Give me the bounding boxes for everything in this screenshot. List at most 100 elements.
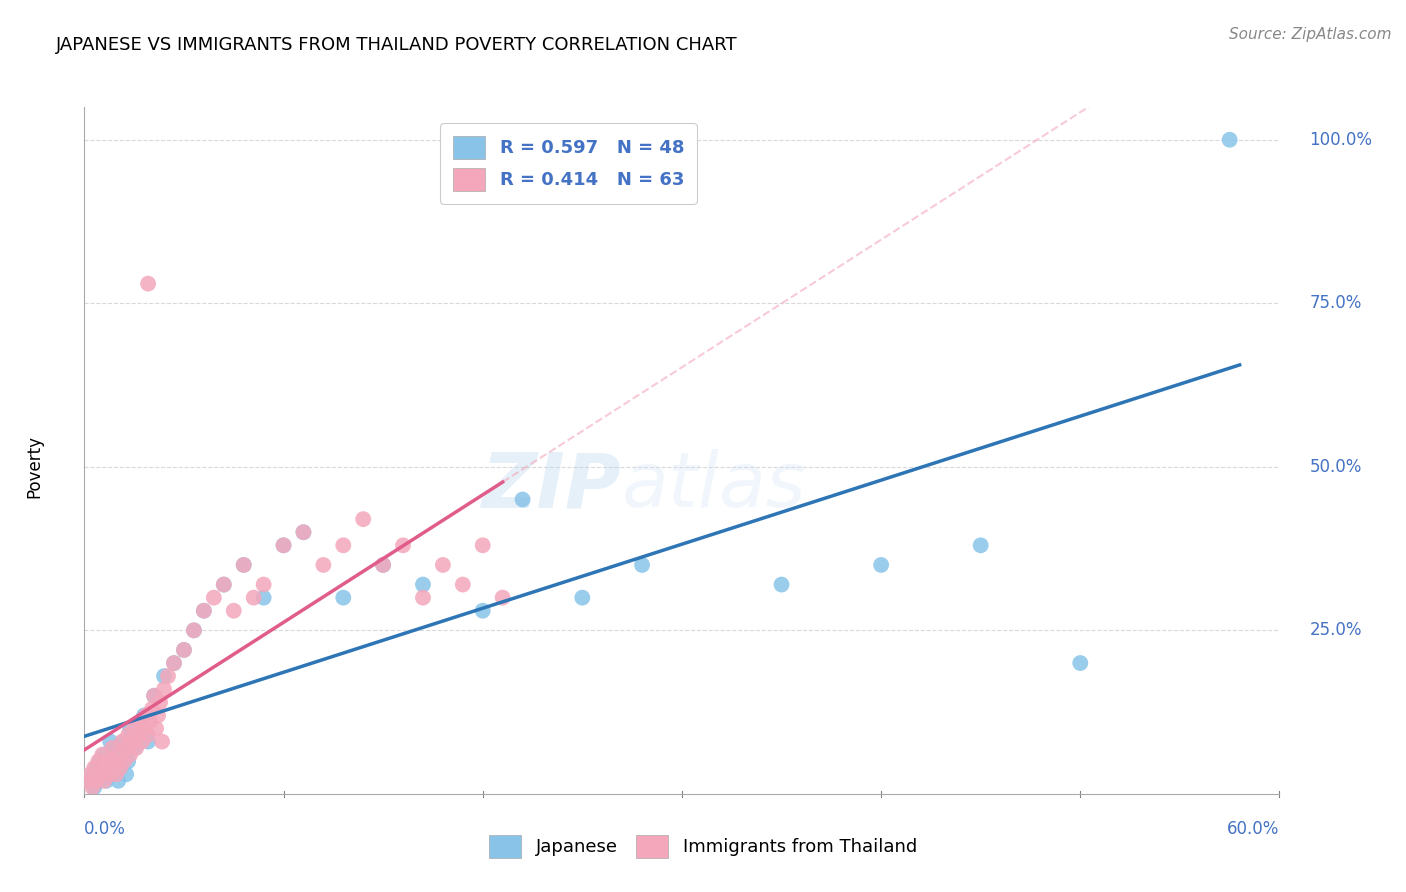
Point — [153, 682, 176, 697]
Point — [91, 747, 114, 762]
Point — [86, 773, 108, 788]
Point — [115, 767, 138, 781]
Point — [232, 558, 254, 572]
Point — [412, 577, 434, 591]
Point — [89, 754, 111, 768]
Point — [111, 747, 134, 762]
Point — [82, 780, 104, 795]
Point — [970, 538, 993, 552]
Point — [471, 604, 494, 618]
Point — [98, 734, 121, 748]
Text: 0.0%: 0.0% — [84, 820, 127, 838]
Point — [135, 708, 157, 723]
Point — [232, 558, 254, 572]
Point — [121, 734, 143, 748]
Point — [120, 722, 142, 736]
Text: 100.0%: 100.0% — [1309, 131, 1372, 149]
Point — [145, 722, 167, 736]
Point — [1219, 133, 1241, 147]
Point — [136, 277, 159, 291]
Point — [107, 773, 129, 788]
Point — [87, 754, 110, 768]
Point — [91, 767, 114, 781]
Point — [770, 577, 793, 591]
Point — [117, 754, 139, 768]
Point — [97, 754, 120, 768]
Point — [77, 773, 100, 788]
Point — [97, 761, 120, 775]
Point — [492, 591, 515, 605]
Point — [112, 734, 135, 748]
Point — [392, 538, 415, 552]
Point — [146, 708, 169, 723]
Point — [432, 558, 454, 572]
Point — [312, 558, 335, 572]
Point — [373, 558, 395, 572]
Legend: Japanese, Immigrants from Thailand: Japanese, Immigrants from Thailand — [482, 828, 924, 865]
Point — [93, 747, 115, 762]
Point — [292, 525, 315, 540]
Point — [193, 604, 215, 618]
Point — [101, 741, 124, 756]
Point — [117, 728, 139, 742]
Text: 25.0%: 25.0% — [1309, 622, 1362, 640]
Point — [132, 708, 156, 723]
Point — [273, 538, 295, 552]
Point — [79, 773, 101, 788]
Point — [89, 767, 111, 781]
Point — [292, 525, 315, 540]
Text: ZIP: ZIP — [482, 450, 623, 524]
Point — [115, 741, 138, 756]
Point — [139, 714, 162, 729]
Point — [183, 624, 205, 638]
Text: JAPANESE VS IMMIGRANTS FROM THAILAND POVERTY CORRELATION CHART: JAPANESE VS IMMIGRANTS FROM THAILAND POV… — [56, 36, 738, 54]
Text: atlas: atlas — [623, 450, 807, 524]
Point — [86, 761, 108, 775]
Point — [105, 767, 128, 781]
Legend: R = 0.597   N = 48, R = 0.414   N = 63: R = 0.597 N = 48, R = 0.414 N = 63 — [440, 123, 697, 203]
Point — [122, 741, 145, 756]
Point — [150, 734, 173, 748]
Point — [129, 714, 152, 729]
Point — [143, 689, 166, 703]
Point — [212, 577, 235, 591]
Point — [136, 728, 159, 742]
Point — [136, 734, 159, 748]
Point — [242, 591, 264, 605]
Point — [127, 728, 149, 742]
Point — [98, 767, 121, 781]
Point — [1069, 656, 1091, 670]
Point — [127, 728, 149, 742]
Point — [373, 558, 395, 572]
Point — [253, 591, 276, 605]
Point — [202, 591, 225, 605]
Point — [253, 577, 276, 591]
Point — [352, 512, 374, 526]
Point — [163, 656, 186, 670]
Point — [143, 689, 166, 703]
Point — [87, 773, 110, 788]
Point — [120, 747, 142, 762]
Text: 60.0%: 60.0% — [1227, 820, 1279, 838]
Point — [105, 741, 128, 756]
Text: 75.0%: 75.0% — [1309, 294, 1362, 312]
Point — [125, 741, 148, 756]
Point — [141, 702, 163, 716]
Point — [83, 780, 105, 795]
Point — [512, 492, 534, 507]
Point — [212, 577, 235, 591]
Point — [83, 761, 105, 775]
Point — [193, 604, 215, 618]
Point — [96, 773, 118, 788]
Point — [571, 591, 593, 605]
Point — [93, 773, 115, 788]
Point — [451, 577, 474, 591]
Point — [222, 604, 245, 618]
Point — [107, 747, 129, 762]
Point — [332, 591, 354, 605]
Point — [332, 538, 354, 552]
Point — [149, 695, 172, 709]
Point — [111, 734, 134, 748]
Point — [122, 722, 145, 736]
Point — [103, 754, 125, 768]
